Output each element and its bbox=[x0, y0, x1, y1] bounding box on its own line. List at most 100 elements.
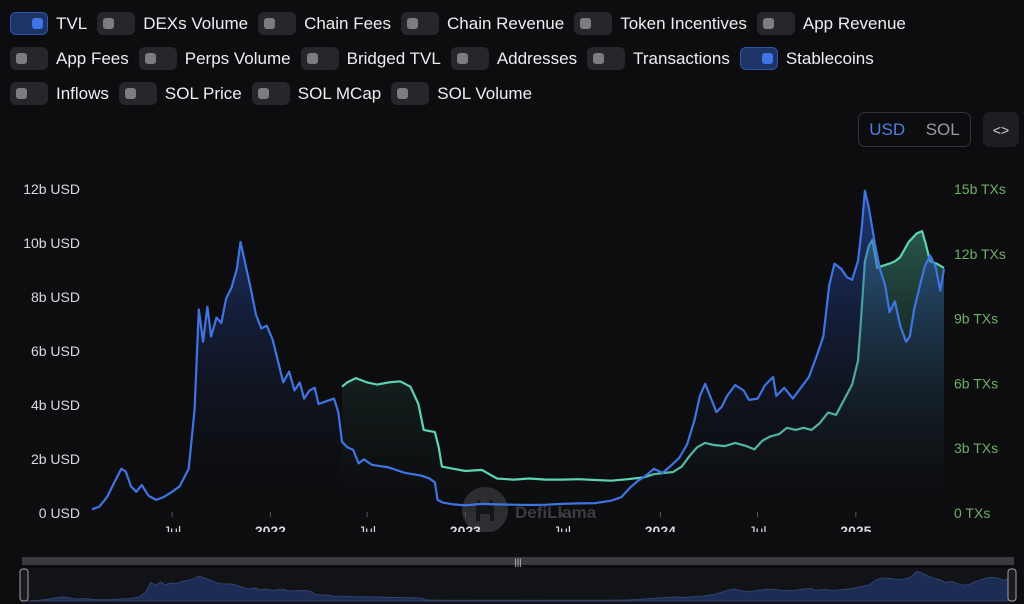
y-right-tick-label: 12b TXs bbox=[954, 246, 1006, 262]
toggle-switch[interactable] bbox=[391, 82, 430, 105]
toggle-row: App Fees Perps Volume Bridged TVL Addresses… bbox=[10, 41, 1010, 76]
y-right-tick-label: 3b TXs bbox=[954, 440, 998, 456]
toggle-chain-fees[interactable]: Chain Fees bbox=[258, 12, 391, 35]
toggle-switch[interactable] bbox=[251, 82, 290, 105]
toggle-label: App Fees bbox=[56, 48, 129, 68]
toggle-switch[interactable] bbox=[10, 82, 48, 105]
toggle-knob bbox=[762, 18, 774, 29]
y-left-tick-label: 2b USD bbox=[31, 451, 80, 467]
toggle-knob bbox=[16, 53, 27, 64]
y-left-tick-label: 12b USD bbox=[23, 181, 80, 197]
toggle-knob bbox=[397, 88, 409, 99]
toggle-knob bbox=[32, 18, 43, 29]
toggle-switch[interactable] bbox=[756, 12, 795, 35]
y-right-tick-label: 9b TXs bbox=[954, 311, 998, 327]
toggle-label: Token Incentives bbox=[620, 13, 747, 33]
toggle-knob bbox=[103, 18, 115, 29]
toggle-app-revenue[interactable]: App Revenue bbox=[756, 12, 906, 35]
x-tick-label: Jul bbox=[553, 523, 571, 532]
toggle-label: Chain Fees bbox=[304, 13, 392, 33]
toggle-switch[interactable] bbox=[739, 47, 778, 70]
toggle-perps-volume[interactable]: Perps Volume bbox=[138, 47, 291, 70]
toggle-switch[interactable] bbox=[450, 47, 489, 70]
currency-usd-button[interactable]: USD bbox=[869, 119, 906, 139]
series-toggle-panel: TVL DEXs Volume Chain Fees Chain Revenue Tok… bbox=[10, 6, 1010, 111]
toggle-label: DEXs Volume bbox=[143, 13, 249, 33]
toggle-switch[interactable] bbox=[401, 12, 440, 35]
x-tick-label: 2022 bbox=[255, 523, 286, 532]
toggle-switch[interactable] bbox=[300, 47, 339, 70]
x-tick-label: Jul bbox=[163, 523, 181, 532]
x-tick-label: 2025 bbox=[840, 523, 871, 532]
tvl-area bbox=[92, 190, 944, 512]
toggle-label: SOL Volume bbox=[437, 83, 533, 103]
x-tick-label: 2023 bbox=[450, 523, 481, 532]
toggle-sol-price[interactable]: SOL Price bbox=[118, 82, 242, 105]
toggle-token-incentives[interactable]: Token Incentives bbox=[574, 12, 747, 35]
toggle-label: TVL bbox=[56, 13, 88, 33]
y-left-tick-label: 8b USD bbox=[31, 289, 80, 305]
toggle-bridged-tvl[interactable]: Bridged TVL bbox=[300, 47, 441, 70]
toggle-switch[interactable] bbox=[118, 82, 157, 105]
toggle-knob bbox=[306, 53, 318, 64]
toggle-addresses[interactable]: Addresses bbox=[450, 47, 578, 70]
y-right-tick-label: 15b TXs bbox=[954, 181, 1006, 197]
y-left-tick-label: 0 USD bbox=[39, 505, 80, 521]
toggle-switch[interactable] bbox=[97, 12, 136, 35]
toggle-chain-revenue[interactable]: Chain Revenue bbox=[401, 12, 564, 35]
toggle-label: Stablecoins bbox=[785, 48, 874, 68]
toggle-label: SOL Price bbox=[164, 83, 242, 103]
toggle-switch[interactable] bbox=[138, 47, 177, 70]
toggle-label: Addresses bbox=[496, 48, 578, 68]
y-right-tick-label: 6b TXs bbox=[954, 375, 998, 391]
toggle-knob bbox=[16, 88, 27, 99]
toggle-label: Chain Revenue bbox=[447, 13, 565, 33]
toggle-label: Transactions bbox=[633, 48, 730, 68]
brush-left-handle[interactable] bbox=[19, 568, 29, 602]
y-left-tick-label: 10b USD bbox=[23, 235, 80, 251]
y-right-tick-label: 0 TXs bbox=[954, 505, 990, 521]
toggle-inflows[interactable]: Inflows bbox=[10, 82, 109, 105]
toggle-knob bbox=[124, 88, 136, 99]
toggle-knob bbox=[144, 53, 156, 64]
toggle-switch[interactable] bbox=[587, 47, 626, 70]
toggle-switch[interactable] bbox=[574, 12, 613, 35]
toggle-switch[interactable] bbox=[10, 12, 48, 35]
toggle-label: Perps Volume bbox=[184, 48, 291, 68]
code-embed-button[interactable]: <> bbox=[983, 112, 1019, 147]
toggle-dexs-volume[interactable]: DEXs Volume bbox=[97, 12, 248, 35]
x-tick-label: 2024 bbox=[645, 523, 676, 532]
toggle-switch[interactable] bbox=[258, 12, 297, 35]
x-tick-label: Jul bbox=[358, 523, 376, 532]
toggle-knob bbox=[264, 18, 276, 29]
brush-right-handle[interactable] bbox=[1007, 568, 1017, 602]
code-embed-icon: <> bbox=[992, 121, 1010, 138]
tvl-line bbox=[91, 189, 946, 511]
x-tick-label: Jul bbox=[749, 523, 767, 532]
y-left-tick-label: 4b USD bbox=[31, 397, 80, 413]
toggle-row: Inflows SOL Price SOL MCap SOL Volume bbox=[10, 76, 1010, 111]
toggle-app-fees[interactable]: App Fees bbox=[10, 47, 129, 70]
toggle-stablecoins[interactable]: Stablecoins bbox=[739, 47, 874, 70]
brush-track bbox=[22, 557, 1014, 565]
currency-switch: USD SOL bbox=[858, 112, 971, 147]
toggle-label: Bridged TVL bbox=[346, 48, 441, 68]
toggle-knob bbox=[257, 88, 269, 99]
toggle-knob bbox=[456, 53, 468, 64]
range-brush[interactable]: ||| bbox=[0, 555, 1024, 604]
toggle-label: Inflows bbox=[56, 83, 109, 103]
toggle-label: SOL MCap bbox=[297, 83, 382, 103]
toggle-knob bbox=[593, 53, 605, 64]
toggle-switch[interactable] bbox=[10, 47, 48, 70]
toggle-sol-mcap[interactable]: SOL MCap bbox=[251, 82, 382, 105]
toggle-sol-volume[interactable]: SOL Volume bbox=[391, 82, 532, 105]
y-left-tick-label: 6b USD bbox=[31, 343, 80, 359]
toggle-transactions[interactable]: Transactions bbox=[587, 47, 730, 70]
brush-grip-icon[interactable]: ||| bbox=[514, 557, 521, 567]
currency-sol-button[interactable]: SOL bbox=[925, 119, 960, 139]
toggle-tvl[interactable]: TVL bbox=[10, 12, 87, 35]
toggle-row: TVL DEXs Volume Chain Fees Chain Revenue Tok… bbox=[10, 6, 1010, 41]
toggle-label: App Revenue bbox=[802, 13, 906, 33]
toggle-knob bbox=[407, 18, 419, 29]
